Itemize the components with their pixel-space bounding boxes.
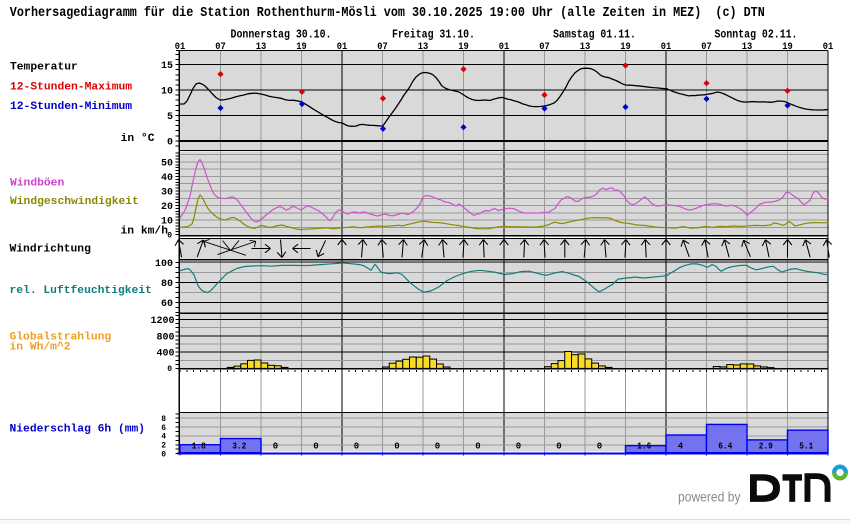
svg-text:13: 13 [742, 42, 753, 53]
svg-text:2: 2 [161, 442, 166, 451]
svg-text:0: 0 [516, 442, 521, 452]
svg-text:Samstag 01.11.: Samstag 01.11. [553, 27, 636, 41]
svg-text:07: 07 [539, 42, 550, 53]
svg-text:19: 19 [782, 42, 793, 53]
svg-text:0: 0 [167, 365, 172, 374]
svg-text:5: 5 [167, 112, 173, 123]
svg-text:13: 13 [580, 42, 591, 53]
svg-text:Niederschlag 6h (mm): Niederschlag 6h (mm) [10, 424, 146, 436]
svg-text:5.1: 5.1 [799, 442, 814, 452]
svg-text:07: 07 [215, 42, 226, 53]
svg-text:4: 4 [678, 442, 684, 452]
svg-text:Sonntag 02.11.: Sonntag 02.11. [715, 27, 798, 41]
svg-text:4: 4 [161, 433, 166, 442]
svg-text:13: 13 [256, 42, 267, 53]
svg-text:10: 10 [161, 87, 173, 98]
svg-text:30: 30 [161, 188, 173, 199]
svg-text:01: 01 [499, 42, 510, 53]
svg-text:Windböen: Windböen [10, 177, 64, 189]
svg-text:07: 07 [701, 42, 712, 53]
svg-text:1.8: 1.8 [192, 442, 206, 452]
svg-text:01: 01 [337, 42, 348, 53]
svg-text:19: 19 [620, 42, 631, 53]
svg-text:0: 0 [167, 231, 172, 240]
svg-text:Donnerstag 30.10.: Donnerstag 30.10. [231, 27, 332, 41]
svg-text:0: 0 [394, 442, 399, 452]
svg-text:01: 01 [823, 42, 834, 53]
svg-text:20: 20 [161, 202, 173, 213]
svg-text:0: 0 [597, 442, 602, 452]
svg-text:0: 0 [313, 442, 318, 452]
svg-text:0: 0 [161, 450, 166, 459]
svg-text:Windgeschwindigkeit: Windgeschwindigkeit [10, 196, 139, 208]
svg-text:80: 80 [161, 279, 173, 290]
svg-text:400: 400 [156, 349, 174, 360]
svg-text:0: 0 [435, 442, 440, 452]
svg-text:1200: 1200 [150, 316, 174, 327]
svg-text:40: 40 [161, 173, 173, 184]
svg-text:6.4: 6.4 [718, 442, 733, 452]
svg-text:0: 0 [273, 442, 278, 452]
svg-text:8: 8 [161, 415, 166, 424]
svg-text:Vorhersagediagramm für die Sta: Vorhersagediagramm für die Station Rothe… [10, 6, 765, 21]
svg-text:3.2: 3.2 [232, 442, 246, 452]
svg-text:Temperatur: Temperatur [10, 62, 78, 74]
svg-text:01: 01 [175, 42, 186, 53]
svg-text:19: 19 [458, 42, 469, 53]
svg-text:10: 10 [161, 217, 173, 228]
svg-text:in km/h: in km/h [121, 226, 169, 238]
svg-text:0: 0 [167, 138, 173, 149]
svg-text:rel. Luftfeuchtigkeit: rel. Luftfeuchtigkeit [10, 285, 152, 297]
svg-text:100: 100 [155, 259, 173, 270]
svg-text:powered by: powered by [678, 488, 741, 504]
svg-text:in Wh/m^2: in Wh/m^2 [10, 342, 71, 354]
svg-text:Windrichtung: Windrichtung [10, 244, 92, 256]
svg-text:13: 13 [418, 42, 429, 53]
svg-text:01: 01 [661, 42, 672, 53]
svg-text:60: 60 [161, 299, 173, 310]
svg-text:800: 800 [156, 332, 174, 343]
svg-text:12-Stunden-Minimum: 12-Stunden-Minimum [10, 101, 132, 113]
svg-text:07: 07 [377, 42, 388, 53]
svg-text:19: 19 [296, 42, 307, 53]
svg-text:Globalstrahlung: Globalstrahlung [10, 331, 112, 343]
svg-text:6: 6 [161, 424, 166, 433]
svg-text:1.6: 1.6 [637, 442, 651, 452]
svg-text:0: 0 [354, 442, 359, 452]
svg-text:0: 0 [475, 442, 480, 452]
svg-text:in °C: in °C [121, 133, 155, 145]
svg-text:12-Stunden-Maximum: 12-Stunden-Maximum [10, 82, 132, 94]
svg-text:15: 15 [161, 61, 173, 72]
svg-text:2.9: 2.9 [759, 442, 773, 452]
svg-text:Freitag 31.10.: Freitag 31.10. [392, 27, 475, 41]
svg-text:50: 50 [161, 159, 173, 170]
svg-text:0: 0 [556, 442, 561, 452]
